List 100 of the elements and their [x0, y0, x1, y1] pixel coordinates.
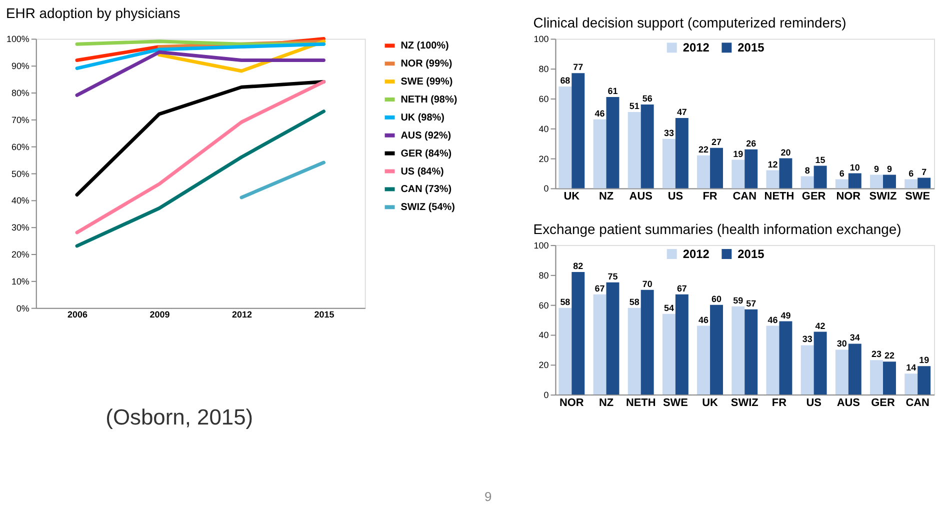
bar: [558, 308, 572, 395]
y-tick-label: 40: [538, 124, 549, 134]
bar: [572, 272, 585, 395]
data-label: 61: [608, 86, 618, 96]
y-tick-label: 30%: [11, 222, 30, 233]
y-tick-label: 0: [544, 184, 549, 194]
y-tick-label: 100%: [6, 34, 30, 44]
x-tick-label: NOR: [559, 397, 584, 410]
bar: [800, 345, 814, 395]
legend-label: SWE (99%): [400, 76, 453, 88]
y-tick-label: 40: [538, 330, 549, 340]
bar: [800, 176, 814, 188]
bar: [918, 366, 931, 395]
data-label: 67: [594, 283, 605, 294]
data-label: 46: [768, 314, 778, 325]
data-label: 8: [804, 165, 810, 176]
bar: [814, 166, 827, 188]
data-label: 19: [733, 148, 744, 159]
x-tick-label: FR: [702, 190, 718, 203]
data-label: 30: [836, 338, 847, 349]
x-tick-label: CAN: [732, 190, 757, 203]
data-label: 14: [906, 362, 916, 373]
x-tick-label: 2015: [314, 309, 334, 320]
data-label: 56: [642, 93, 652, 104]
legend-label: 2015: [738, 246, 765, 261]
data-label: 10: [850, 162, 860, 172]
y-tick-label: 60: [538, 300, 549, 310]
data-label: 34: [850, 332, 860, 343]
bar: [882, 362, 896, 395]
line-series: [75, 110, 326, 248]
data-label: 33: [802, 334, 812, 344]
bar: [918, 178, 931, 188]
bar: [697, 326, 710, 395]
y-tick-label: 100: [534, 34, 549, 44]
y-tick-label: 10%: [11, 276, 30, 286]
bar: [848, 344, 862, 395]
bar: [593, 119, 606, 188]
x-tick-label: NZ: [598, 397, 614, 410]
legend-label: US (84%): [400, 166, 444, 178]
data-label: 7: [922, 166, 927, 177]
x-tick-label: NETH: [764, 190, 794, 203]
chart-title: Exchange patient summaries (health information exchange): [533, 221, 902, 238]
y-tick-label: 70%: [11, 114, 30, 125]
y-tick-label: 20: [538, 360, 549, 370]
chart-title: Clinical decision support (computerized reminders): [533, 14, 846, 31]
data-label: 59: [733, 295, 744, 306]
y-tick-label: 80: [538, 270, 549, 280]
x-tick-label: US: [668, 190, 684, 203]
x-tick-label: UK: [564, 190, 580, 203]
bar: [662, 138, 676, 188]
data-label: 26: [746, 138, 756, 148]
bar: [904, 179, 918, 188]
data-label: 12: [768, 159, 778, 170]
line-series: [75, 80, 326, 197]
bar: [593, 294, 606, 395]
data-label: 46: [698, 314, 709, 325]
legend-label: NOR (99%): [400, 58, 452, 70]
bar: [662, 314, 676, 395]
legend-label: AUS (92%): [400, 130, 452, 142]
bar: [779, 158, 792, 188]
bar: [835, 350, 848, 395]
data-label: 77: [573, 62, 584, 72]
legend-label: UK (98%): [400, 112, 444, 124]
data-label: 27: [712, 136, 722, 147]
line-series: [75, 42, 326, 70]
data-label: 22: [698, 144, 709, 154]
data-label: 22: [884, 350, 894, 361]
data-label: 33: [664, 128, 674, 138]
x-tick-label: CAN: [906, 397, 930, 410]
legend-label: CAN (73%): [400, 184, 452, 196]
data-label: 9: [874, 164, 880, 174]
data-label: 47: [676, 106, 687, 117]
y-tick-label: 60%: [11, 142, 30, 152]
data-label: 67: [676, 283, 687, 294]
y-tick-label: 80: [538, 64, 549, 74]
data-label: 54: [664, 302, 674, 313]
bar: [766, 170, 780, 188]
x-tick-label: NOR: [836, 190, 861, 203]
bar: [766, 326, 780, 395]
data-label: 42: [815, 320, 826, 331]
legend-label: NZ (100%): [400, 40, 449, 52]
data-label: 57: [746, 298, 756, 308]
bar: [904, 374, 918, 395]
chart-title: EHR adoption by physicians: [6, 4, 180, 21]
data-label: 9: [886, 164, 892, 174]
bar: [779, 321, 792, 395]
data-label: 51: [629, 100, 640, 111]
legend-label: SWIZ (54%): [400, 202, 455, 214]
y-tick-label: 20: [538, 154, 549, 164]
x-tick-label: SWE: [905, 190, 930, 203]
data-label: 6: [839, 168, 844, 178]
bar: [710, 304, 724, 395]
x-tick-label: SWIZ: [730, 397, 759, 410]
data-label: 15: [815, 154, 826, 165]
data-label: 49: [780, 310, 791, 320]
x-tick-label: 2012: [232, 309, 252, 320]
y-tick-label: 40%: [11, 196, 30, 206]
y-tick-label: 60: [538, 94, 549, 104]
data-label: 75: [608, 271, 618, 282]
x-tick-label: UK: [702, 397, 718, 410]
